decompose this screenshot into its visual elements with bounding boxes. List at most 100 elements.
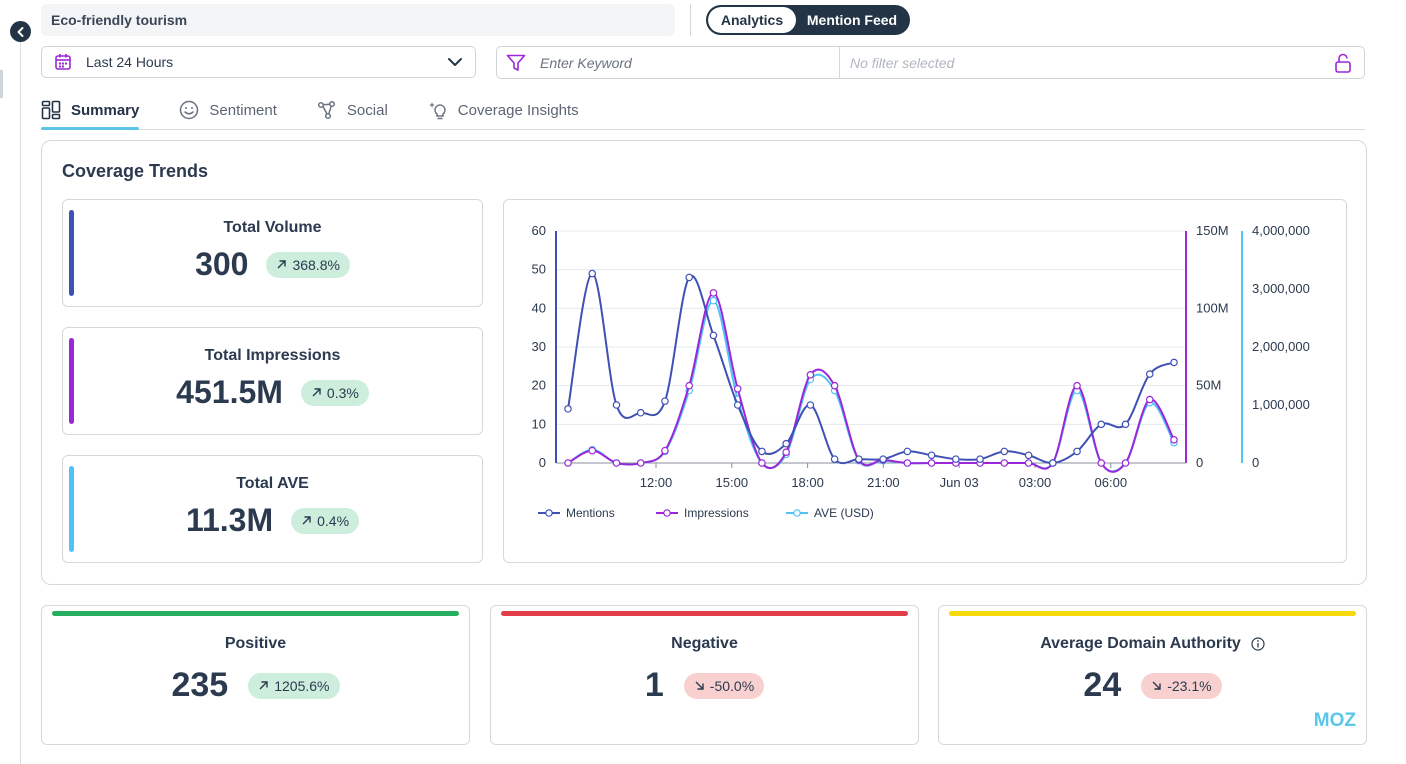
tab-coverage-insights[interactable]: Coverage Insights xyxy=(428,92,579,128)
y-left-tick-label: 60 xyxy=(532,223,546,238)
data-point xyxy=(903,459,912,467)
date-range-value: Last 24 Hours xyxy=(86,54,174,70)
data-point xyxy=(830,381,839,390)
metric-value: 451.5M xyxy=(176,374,283,410)
metric-value: 300 xyxy=(195,246,249,282)
sidebar-handle[interactable] xyxy=(0,70,3,98)
keyword-input[interactable]: Enter Keyword xyxy=(540,47,840,78)
header-divider xyxy=(690,4,691,36)
info-icon[interactable] xyxy=(1251,637,1265,651)
date-range-select[interactable]: Last 24 Hours xyxy=(41,46,476,78)
data-point xyxy=(758,459,766,467)
data-point xyxy=(685,273,694,282)
data-point xyxy=(1024,459,1033,467)
view-toggle[interactable]: Analytics Mention Feed xyxy=(706,5,910,35)
data-point xyxy=(830,455,839,463)
data-point xyxy=(733,384,742,393)
chevron-down-icon xyxy=(448,58,462,66)
data-point xyxy=(661,446,669,455)
change-value: 1205.6% xyxy=(274,677,330,694)
lightbulb-sparkle-icon xyxy=(428,102,446,120)
calendar-icon xyxy=(55,54,71,70)
data-point xyxy=(1121,420,1130,429)
data-point xyxy=(1073,447,1081,456)
keyword-filter-bar: Enter Keyword No filter selected xyxy=(496,46,1365,79)
chevron-left-icon xyxy=(17,26,23,37)
tab-social[interactable]: Social xyxy=(317,92,388,128)
y-right-tick-label: 2,000,000 xyxy=(1252,339,1310,354)
total-ave-card: Total AVE 11.3M 0.4% xyxy=(62,455,483,563)
y-right-tick-label: 3,000,000 xyxy=(1252,281,1310,296)
data-point xyxy=(636,459,645,467)
data-point xyxy=(927,459,936,467)
y-left-tick-label: 30 xyxy=(532,339,546,354)
filter-status: No filter selected xyxy=(850,54,955,71)
data-point xyxy=(685,381,694,390)
summary-grid-icon xyxy=(41,100,61,120)
change-badge: 368.8% xyxy=(266,251,350,278)
x-tick-label: 15:00 xyxy=(716,475,749,490)
sidebar-divider xyxy=(20,42,21,764)
data-point xyxy=(588,269,597,278)
unlock-icon[interactable] xyxy=(1334,53,1352,73)
y-right-tick-label: 4,000,000 xyxy=(1252,223,1310,238)
metric-color-bar xyxy=(69,210,74,296)
x-tick-label: 12:00 xyxy=(640,475,673,490)
legend-label: AVE (USD) xyxy=(814,506,874,520)
smiley-icon xyxy=(180,100,199,120)
project-title[interactable]: Eco-friendly tourism xyxy=(41,4,675,36)
data-point xyxy=(806,401,815,409)
metric-label: Total Volume xyxy=(223,219,322,236)
data-point xyxy=(564,405,572,413)
analytics-tabs: Summary Sentiment Social Coverage Insigh… xyxy=(41,92,1365,130)
coverage-trend-chart: 0 10 20 30 40 50 60 0 50M 100M 150M 0 1,000,000 2,000… xyxy=(503,199,1347,563)
arrow-up-right-icon xyxy=(259,681,268,690)
data-point xyxy=(976,455,984,463)
arrow-up-right-icon xyxy=(302,516,311,525)
legend-label: Mentions xyxy=(566,506,615,520)
sentiment-label: Average Domain Authority xyxy=(1040,635,1241,652)
data-point xyxy=(1145,395,1154,404)
data-point xyxy=(952,455,960,463)
y-mid-tick-label: 0 xyxy=(1196,455,1203,470)
trend-chart-svg: 0 10 20 30 40 50 60 0 50M 100M 150M 0 1,000,000 2,000… xyxy=(532,223,1310,520)
data-point xyxy=(636,408,645,417)
tab-summary-label: Summary xyxy=(71,101,140,119)
data-point xyxy=(1073,381,1081,390)
collapse-sidebar-button[interactable] xyxy=(10,21,31,42)
tab-sentiment-label: Sentiment xyxy=(209,101,277,119)
change-value: -50.0% xyxy=(709,677,755,694)
change-badge: 0.3% xyxy=(300,379,369,406)
data-point xyxy=(1000,459,1009,467)
y-left-tick-label: 0 xyxy=(539,455,546,470)
data-point xyxy=(1170,436,1178,444)
mention-feed-toggle-option[interactable]: Mention Feed xyxy=(806,12,898,28)
change-badge: 1205.6% xyxy=(248,672,340,699)
metric-color-bar xyxy=(69,466,74,552)
data-point xyxy=(1170,358,1178,367)
change-badge: 0.4% xyxy=(291,507,360,534)
change-value: -23.1% xyxy=(1167,677,1212,694)
tab-sentiment[interactable]: Sentiment xyxy=(179,92,277,128)
legend-marker xyxy=(663,509,671,517)
data-point xyxy=(855,455,863,463)
tab-summary[interactable]: Summary xyxy=(41,92,140,130)
filter-funnel-icon[interactable] xyxy=(506,54,526,72)
analytics-toggle-option[interactable]: Analytics xyxy=(708,7,796,33)
total-impressions-card: Total Impressions 451.5M 0.3% xyxy=(62,327,483,435)
moz-logo: MOZ xyxy=(1313,710,1356,731)
y-mid-tick-label: 50M xyxy=(1196,378,1221,393)
data-point xyxy=(564,459,572,467)
legend-marker xyxy=(793,509,801,517)
x-tick-label: Jun 03 xyxy=(940,475,979,490)
data-point xyxy=(709,289,718,297)
legend-marker xyxy=(545,509,553,517)
data-point xyxy=(758,447,766,456)
y-left-tick-label: 10 xyxy=(532,416,546,431)
y-left-tick-label: 20 xyxy=(532,378,546,393)
data-point xyxy=(927,451,936,460)
sentiment-label: Positive xyxy=(224,635,287,652)
y-mid-tick-label: 100M xyxy=(1196,300,1229,315)
data-point xyxy=(1145,370,1154,378)
arrow-up-right-icon xyxy=(277,260,287,269)
